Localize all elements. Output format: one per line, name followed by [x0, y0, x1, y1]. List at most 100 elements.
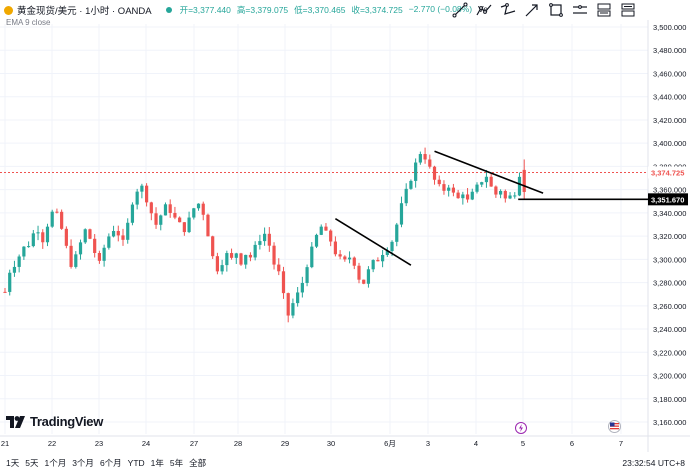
candle-body	[319, 226, 323, 235]
multi-point-tool[interactable]	[472, 0, 496, 20]
long-position-icon	[597, 3, 611, 17]
range-button[interactable]: 5年	[169, 458, 184, 468]
candle-body	[149, 202, 153, 214]
symbol-title[interactable]: 黄金现货/美元 · 1小时 · OANDA	[17, 6, 152, 17]
range-selector: 1天 5天 1个月 3个月 6个月 YTD 1年 5年 全部	[0, 454, 690, 472]
candle-body	[489, 176, 493, 187]
candle-body	[211, 236, 215, 257]
candle-body	[428, 159, 432, 167]
candle-body	[381, 254, 385, 262]
candle-body	[451, 187, 455, 193]
candle-body	[12, 266, 17, 273]
chart-grid	[0, 20, 690, 452]
candle-body	[347, 257, 352, 260]
lightning-icon	[515, 422, 527, 434]
range-button[interactable]: YTD	[127, 458, 145, 468]
high-value: 高=3,379.075	[236, 5, 289, 15]
candle-body	[97, 252, 101, 261]
path-icon	[500, 3, 516, 15]
candle-body	[196, 203, 201, 209]
candle-body	[107, 236, 111, 248]
range-button[interactable]: 5天	[25, 458, 39, 468]
candle-body	[201, 203, 205, 215]
time-tick-label: 30	[327, 439, 335, 448]
range-button[interactable]: 3个月	[72, 458, 94, 468]
candles	[3, 147, 526, 323]
candle-body	[281, 271, 286, 294]
range-button[interactable]: 1个月	[44, 458, 67, 468]
candle-body	[352, 257, 356, 266]
candle-body	[220, 265, 224, 272]
candle-body	[31, 233, 35, 247]
candle-body	[154, 213, 158, 225]
candle-body	[324, 226, 328, 231]
candle-body	[376, 260, 380, 262]
parallel-channel-icon	[573, 5, 587, 14]
candle-body	[229, 253, 234, 258]
candle-body	[145, 185, 149, 203]
short-position-icon	[621, 3, 635, 17]
range-button[interactable]: 6个月	[99, 458, 122, 468]
low-value: 低=3,370.465	[294, 5, 346, 15]
candle-body	[333, 241, 337, 255]
trendlines[interactable]	[334, 150, 544, 266]
range-button[interactable]: 1天	[6, 458, 20, 468]
tradingview-logo: TradingView	[6, 414, 103, 429]
close-value: 收=3,374.725	[351, 5, 403, 15]
trendline[interactable]	[434, 150, 544, 194]
rectangle-tool[interactable]	[544, 0, 568, 20]
candle-body	[64, 228, 68, 246]
range-button[interactable]: 全部	[189, 458, 207, 468]
short-position-tool[interactable]	[616, 0, 640, 20]
candle-body	[173, 212, 177, 218]
time-tick-label: 3	[426, 439, 430, 448]
arrow-tool[interactable]	[520, 0, 544, 20]
candle-body	[27, 246, 31, 248]
price-tick-label: 3,360.000	[653, 186, 686, 195]
price-tick-label: 3,500.000	[653, 23, 686, 32]
candle-body	[475, 184, 479, 192]
candle-body	[399, 203, 404, 225]
candle-body	[178, 217, 182, 223]
candle-body	[300, 282, 304, 293]
candle-body	[93, 238, 97, 253]
market-status-icon	[165, 7, 172, 13]
parallel-channel-tool[interactable]	[568, 0, 592, 20]
candle-body	[395, 224, 399, 242]
candle-body	[163, 204, 168, 216]
candle-body	[111, 230, 116, 237]
candle-body	[456, 192, 460, 199]
candle-body	[22, 246, 26, 257]
trendline[interactable]	[334, 218, 412, 266]
path-tool[interactable]	[496, 0, 520, 20]
trend-line-tool[interactable]	[448, 0, 472, 20]
time-tick-label: 6	[570, 439, 574, 448]
candle-body	[121, 235, 125, 240]
candle-body	[130, 204, 135, 223]
time-tick-label: 23	[95, 439, 103, 448]
gold-symbol-icon	[4, 5, 13, 15]
candle-body	[258, 241, 262, 245]
price-tick-label: 3,340.000	[653, 209, 686, 218]
candle-body	[60, 211, 64, 229]
candle-body	[74, 254, 78, 267]
candle-body	[102, 247, 106, 261]
long-position-tool[interactable]	[592, 0, 616, 20]
candle-body	[168, 204, 172, 213]
price-tick-label: 3,440.000	[653, 93, 686, 102]
arrow-icon	[525, 4, 538, 17]
time-axis[interactable]: 21 22 23 24 27 28 29 30 6月 3 4 5 6 7	[1, 439, 623, 448]
candle-body	[499, 190, 503, 195]
candle-body	[465, 194, 470, 200]
range-button[interactable]: 1年	[150, 458, 164, 468]
event-marker-us[interactable]	[608, 420, 621, 438]
candle-body	[291, 303, 295, 316]
price-tick-label: 3,400.000	[653, 139, 686, 148]
price-axis[interactable]: 3,160.000 3,180.000 3,200.000 3,220.000 3,24…	[648, 23, 688, 427]
clock-readout: 23:32:54 UTC+8	[622, 458, 685, 468]
event-marker-earnings[interactable]	[515, 421, 527, 439]
ema-indicator-label[interactable]: EMA 9 close	[6, 18, 51, 27]
candle-body	[494, 186, 498, 195]
candle-body	[253, 244, 257, 258]
